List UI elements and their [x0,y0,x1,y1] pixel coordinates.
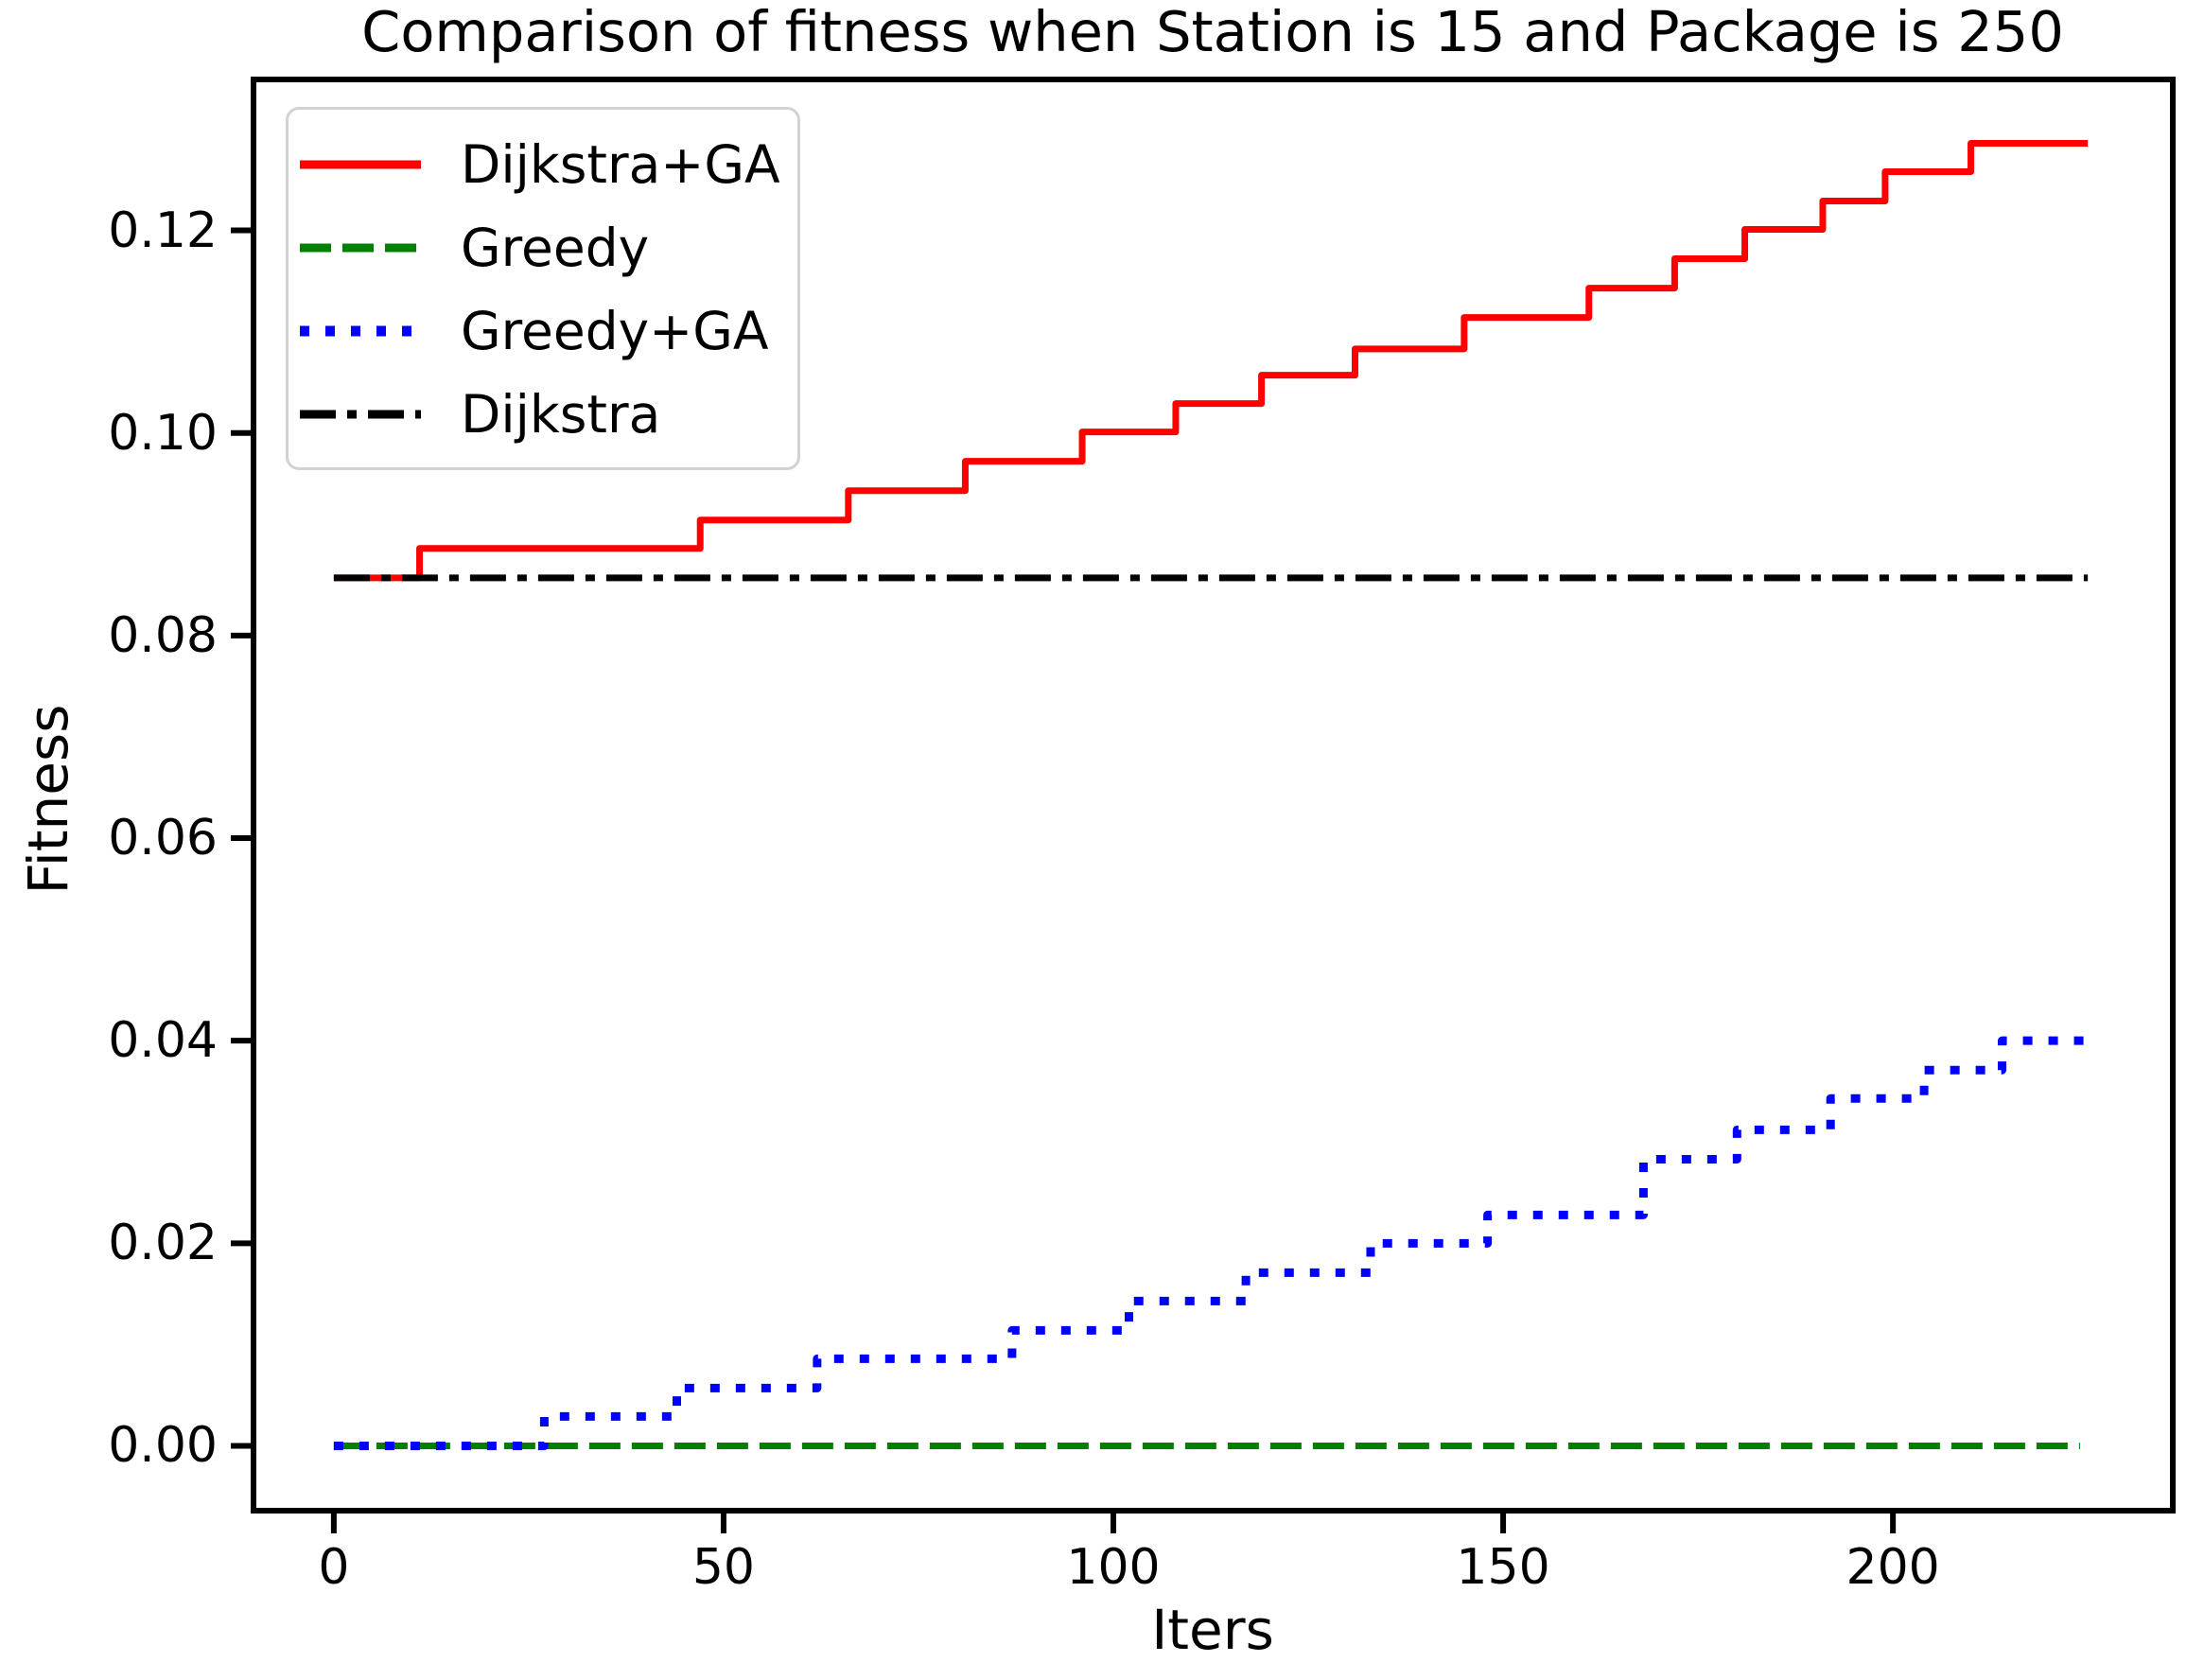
series-line-greedy-ga [333,1036,2089,1450]
y-tick-label: 0.12 [108,201,218,259]
x-tick-label: 200 [1845,1539,1940,1596]
legend-label: Greedy [461,217,650,278]
legend-label: Greedy+GA [461,300,769,361]
y-tick-label: 0.02 [108,1215,218,1272]
legend: Dijkstra+GA Greedy Greedy+GA Dijkstra [286,107,800,470]
legend-line-sample [300,243,421,253]
legend-label: Dijkstra+GA [461,133,780,195]
legend-label: Dijkstra [461,383,661,445]
y-tick-label: 0.06 [108,810,218,866]
y-tick-label: 0.08 [108,606,218,664]
y-tick-label: 0.10 [108,404,218,462]
legend-item: Greedy [300,206,788,289]
x-tick-label: 50 [691,1539,756,1596]
legend-item: Dijkstra+GA [300,123,788,206]
legend-line-sample [300,410,421,419]
series-line-dijkstra-ga [333,139,2089,582]
legend-line-sample [300,325,421,337]
y-tick-label: 0.04 [108,1012,218,1070]
x-tick-label: 0 [318,1539,350,1596]
x-axis-label: Iters [1151,1598,1274,1662]
y-tick-label: 0.00 [108,1417,218,1475]
x-tick-label: 100 [1066,1539,1161,1596]
axis-ticks [231,227,1897,1533]
legend-line-sample [300,160,421,169]
x-tick-label: 150 [1456,1539,1550,1596]
legend-item: Dijkstra [300,373,788,456]
chart-title: Comparison of fitness when Station is 15… [361,0,2064,64]
legend-item: Greedy+GA [300,289,788,373]
axes-frame [251,77,2176,1514]
